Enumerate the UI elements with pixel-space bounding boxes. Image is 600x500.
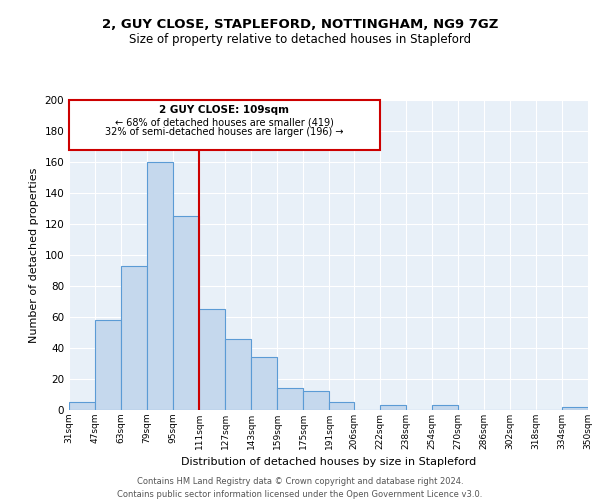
Text: 2, GUY CLOSE, STAPLEFORD, NOTTINGHAM, NG9 7GZ: 2, GUY CLOSE, STAPLEFORD, NOTTINGHAM, NG… [102, 18, 498, 30]
Bar [121, 266, 147, 410]
Bar [277, 388, 303, 410]
Text: 32% of semi-detached houses are larger (196) →: 32% of semi-detached houses are larger (… [105, 127, 344, 137]
Bar [562, 407, 588, 410]
Bar [199, 309, 225, 410]
Bar [432, 406, 458, 410]
Bar [147, 162, 173, 410]
Bar [95, 320, 121, 410]
X-axis label: Distribution of detached houses by size in Stapleford: Distribution of detached houses by size … [181, 458, 476, 468]
Bar [380, 406, 406, 410]
Text: ← 68% of detached houses are smaller (419): ← 68% of detached houses are smaller (41… [115, 117, 334, 127]
FancyBboxPatch shape [69, 100, 380, 150]
Text: 2 GUY CLOSE: 109sqm: 2 GUY CLOSE: 109sqm [160, 106, 289, 116]
Text: Size of property relative to detached houses in Stapleford: Size of property relative to detached ho… [129, 32, 471, 46]
Bar [329, 402, 354, 410]
Text: Contains public sector information licensed under the Open Government Licence v3: Contains public sector information licen… [118, 490, 482, 499]
Bar [173, 216, 199, 410]
Y-axis label: Number of detached properties: Number of detached properties [29, 168, 39, 342]
Bar [225, 338, 251, 410]
Text: Contains HM Land Registry data © Crown copyright and database right 2024.: Contains HM Land Registry data © Crown c… [137, 478, 463, 486]
Bar [303, 392, 329, 410]
Bar [69, 402, 95, 410]
Bar [251, 358, 277, 410]
